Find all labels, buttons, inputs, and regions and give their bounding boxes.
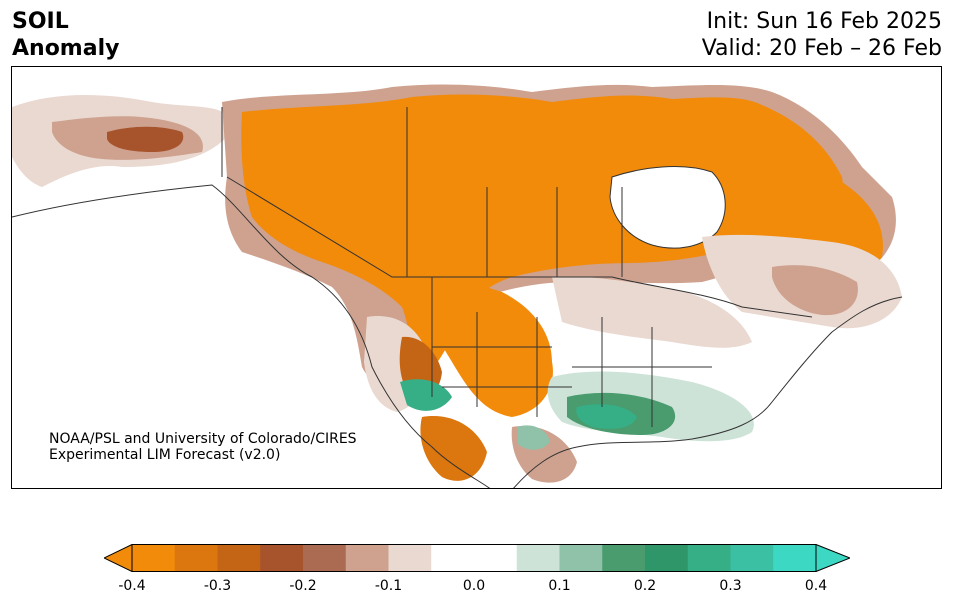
colorbar-tick-label: 0.3	[719, 578, 742, 594]
colorbar-segment	[260, 544, 304, 572]
state-borders	[431, 277, 712, 427]
credit-note: NOAA/PSL and University of Colorado/CIRE…	[49, 431, 357, 463]
anomaly-region-plains	[412, 280, 553, 417]
colorbar-tick-label: 0.2	[633, 578, 657, 594]
colorbar-tick-label: 0.0	[462, 578, 486, 594]
colorbar-segment	[217, 544, 261, 572]
colorbar-segment	[431, 544, 475, 572]
colorbar-outline	[131, 544, 817, 572]
date-info: Init: Sun 16 Feb 2025 Valid: 20 Feb – 26…	[702, 8, 942, 62]
anomaly-region-mexico-wet	[517, 425, 550, 450]
coastline-west	[12, 184, 491, 488]
colorbar-tick-label: -0.1	[374, 578, 403, 594]
colorbar-tick-label: 0.4	[804, 578, 828, 594]
colorbar-segment	[388, 544, 432, 572]
map-canvas	[12, 84, 903, 488]
colorbar-tick-label: -0.3	[203, 578, 232, 594]
anomaly-region-sw-wet	[400, 379, 452, 411]
anomaly-map	[11, 66, 942, 489]
colorbar-segment	[303, 544, 347, 572]
colorbar-segment	[516, 544, 560, 572]
colorbar-segment	[474, 544, 518, 572]
subtitle-label: Anomaly	[12, 36, 120, 61]
init-date-label: Init: Sun 16 Feb 2025	[706, 9, 942, 34]
variable-label: SOIL	[12, 9, 69, 34]
colorbar-segment	[345, 544, 389, 572]
colorbar-segments	[132, 544, 817, 572]
map-title: SOIL Anomaly	[12, 8, 119, 62]
colorbar-segment	[687, 544, 731, 572]
credit-line-2: Experimental LIM Forecast (v2.0)	[49, 447, 281, 463]
anomaly-region-southwest	[420, 416, 487, 481]
colorbar	[104, 544, 850, 572]
colorbar-segment	[645, 544, 689, 572]
anomaly-region-canada-core	[241, 94, 843, 378]
colorbar-segment	[602, 544, 646, 572]
colorbar-tick-label: -0.2	[289, 578, 317, 594]
province-borders	[221, 107, 623, 277]
colorbar-segment	[132, 544, 176, 572]
colorbar-under-arrow	[104, 544, 132, 572]
colorbar-segment	[730, 544, 774, 572]
colorbar-tick-label: 0.1	[548, 578, 571, 594]
coastline-gulf	[513, 296, 903, 488]
colorbar-segment	[174, 544, 218, 572]
valid-date-label: Valid: 20 Feb – 26 Feb	[701, 36, 942, 61]
colorbar-segment	[559, 544, 603, 572]
hudson-bay	[609, 166, 726, 249]
colorbar-over-arrow	[816, 544, 850, 572]
colorbar-segment	[773, 544, 817, 572]
colorbar-tick-label: -0.4	[118, 578, 146, 594]
anomaly-region-alaska-core	[107, 126, 184, 152]
anomaly-region-gulf-wet-core	[576, 404, 637, 429]
anomaly-region-northeast	[772, 265, 858, 316]
credit-line-1: NOAA/PSL and University of Colorado/CIRE…	[49, 431, 357, 447]
colorbar-arrow-outline	[104, 544, 850, 572]
us-canada-border	[226, 176, 813, 318]
